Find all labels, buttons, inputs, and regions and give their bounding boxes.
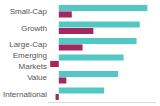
- svg-text:Growth: Growth: [21, 24, 47, 33]
- svg-text:Large-Cap: Large-Cap: [9, 40, 47, 49]
- svg-text:Value: Value: [27, 73, 47, 82]
- svg-text:EmergingMarkets: EmergingMarkets: [13, 51, 47, 70]
- svg-text:International: International: [3, 90, 47, 99]
- svg-text:Small-Cap: Small-Cap: [10, 7, 48, 16]
